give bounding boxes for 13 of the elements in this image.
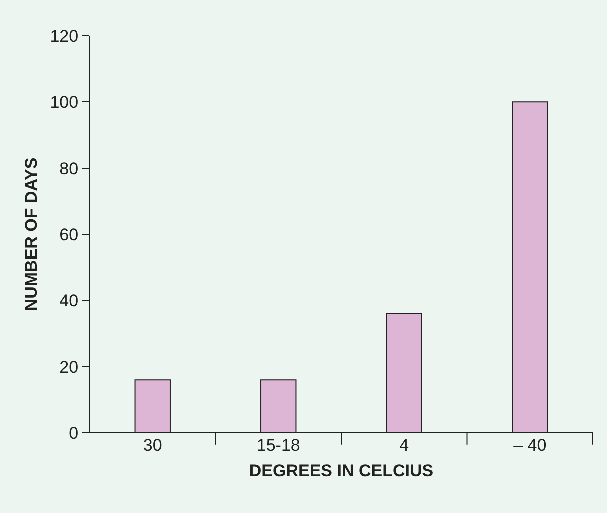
y-tick-label: 60	[60, 225, 79, 244]
y-tick-label: 0	[69, 424, 79, 443]
y-tick-label: 80	[60, 159, 79, 178]
x-axis-title: DEGREES IN CELCIUS	[249, 461, 434, 480]
y-tick-label: 20	[60, 358, 79, 377]
y-tick-label: 100	[50, 93, 79, 112]
y-axis-title: NUMBER OF DAYS	[22, 158, 41, 312]
x-tick-label: 4	[400, 436, 410, 455]
x-tick-label: 15-18	[256, 436, 300, 455]
y-tick-label: 120	[50, 26, 79, 46]
x-tick-label: – 40	[514, 436, 547, 455]
x-tick-label: 30	[143, 436, 162, 455]
y-tick-label: 40	[60, 292, 79, 311]
